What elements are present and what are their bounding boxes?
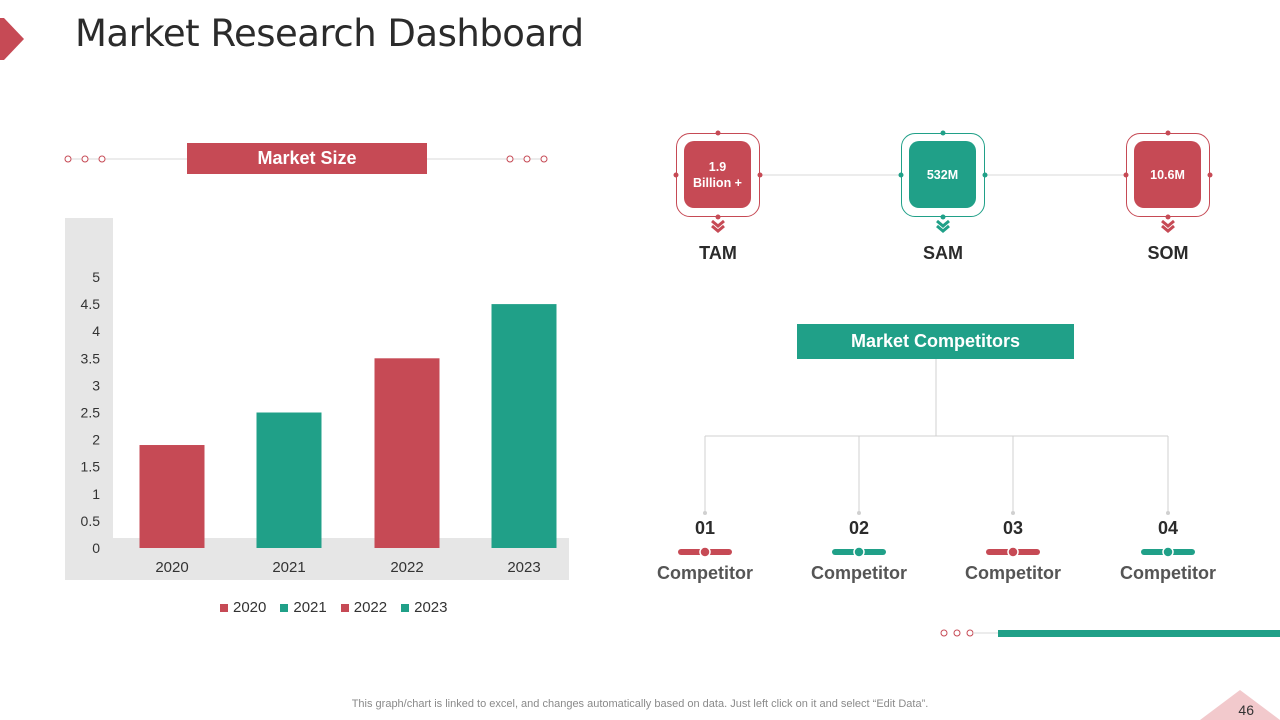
competitor-label: Competitor [1120, 563, 1216, 583]
legend-item: 2021 [280, 599, 327, 616]
metric-label: TAM [699, 243, 737, 263]
competitor-label: Competitor [965, 563, 1061, 583]
metric-value: 10.6M [1134, 141, 1201, 208]
legend-swatch [340, 603, 349, 612]
competitor-slider-icon [678, 546, 732, 558]
competitor-label: Competitor [657, 563, 753, 583]
competitor-label: Competitor [811, 563, 907, 583]
market-size-banner: Market Size [187, 143, 427, 174]
chevron-down-icon [898, 130, 988, 233]
competitor-slider-icon [1141, 546, 1195, 558]
legend-item: 2020 [220, 599, 266, 616]
metric-card-som: 10.6M [1126, 133, 1210, 217]
footer-decoration [940, 629, 1280, 637]
footnote: This graph/chart is linked to excel, and… [351, 698, 929, 710]
competitor-slider-icon [986, 546, 1040, 558]
metric-value: 532M [909, 141, 976, 208]
legend-label: 2021 [293, 599, 327, 616]
competitor-number: 03 [1002, 518, 1024, 538]
chart-legend: 2020 2021 2022 2023 [220, 599, 448, 616]
legend-label: 2022 [353, 599, 388, 616]
legend-item: 2023 [401, 599, 448, 616]
page-number-badge [1200, 690, 1280, 720]
legend-label: 2023 [414, 599, 448, 616]
metric-value: 1.9 Billion + [684, 141, 751, 208]
market-size-decoration [64, 155, 548, 163]
chevron-down-icon [673, 130, 763, 233]
legend-label: 2020 [233, 599, 267, 616]
competitor-number: 04 [1157, 518, 1179, 538]
legend-swatch [280, 603, 289, 612]
competitor-slider-icon [832, 546, 886, 558]
legend-item: 2022 [340, 599, 388, 616]
metric-card-sam: 532M [901, 133, 985, 217]
metric-label: SAM [923, 243, 963, 263]
corner-arrow-icon [0, 18, 24, 60]
page-title: Market Research Dashboard [75, 12, 584, 55]
competitor-number: 02 [848, 518, 870, 538]
legend-swatch [401, 603, 410, 612]
competitor-number: 01 [694, 518, 716, 538]
market-competitors-banner: Market Competitors [797, 324, 1074, 359]
metric-label: SOM [1147, 243, 1189, 263]
chevron-down-icon [1123, 130, 1213, 233]
page-number: 46 [1238, 702, 1254, 718]
legend-swatch [220, 603, 228, 612]
